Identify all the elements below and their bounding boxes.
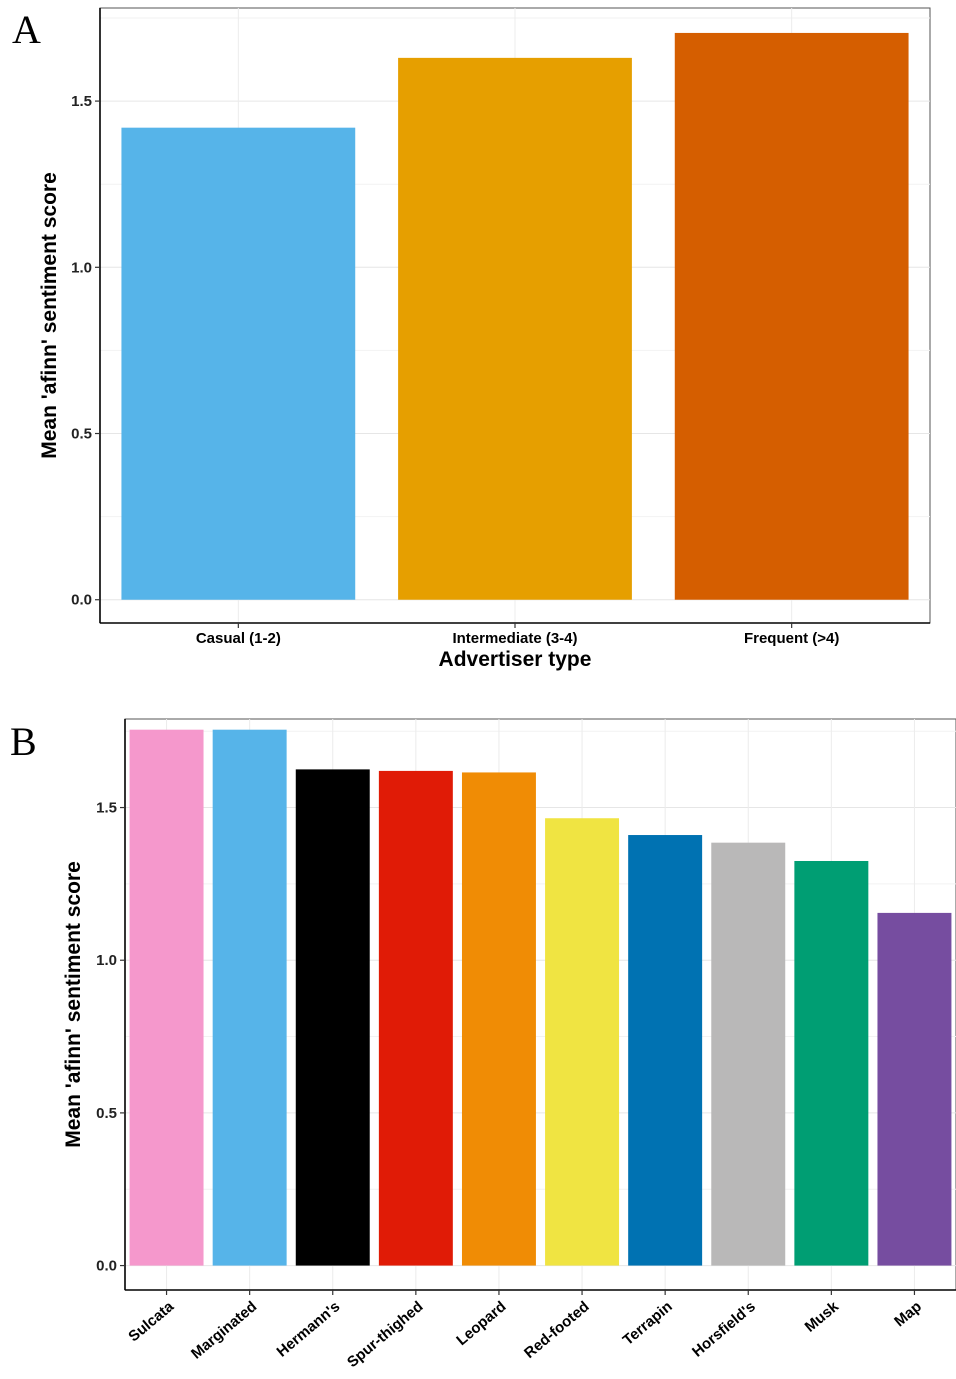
bar-frequent-4 [674, 32, 909, 600]
panel-b-label: B [10, 719, 37, 764]
bar-spur-thighed [378, 770, 453, 1266]
bar-hermann-s [295, 769, 370, 1266]
x-tick-label-terrapin: Terrapin [620, 1298, 676, 1349]
bar-musk [794, 860, 869, 1266]
y-axis-title: Mean 'afinn' sentiment score [38, 172, 61, 459]
bar-terrapin [628, 835, 703, 1266]
bar-horsfield-s [711, 842, 786, 1266]
bar-red-footed [545, 818, 620, 1266]
bar-intermediate-3-4 [398, 57, 632, 600]
x-tick-label-sulcata: Sulcata [125, 1298, 177, 1346]
x-tick-label-frequent-4: Frequent (>4) [744, 630, 839, 647]
y-tick-label: 1.5 [96, 800, 117, 817]
y-axis-title: Mean 'afinn' sentiment score [62, 861, 85, 1148]
x-tick-label-spur-thighed: Spur-thighed [344, 1298, 426, 1371]
panel-a-label: A [12, 7, 41, 52]
bar-sulcata [129, 729, 204, 1266]
y-tick-label: 1.0 [71, 259, 92, 276]
x-tick-label-hermann-s: Hermann's [273, 1298, 343, 1360]
y-tick-label: 0.0 [96, 1258, 117, 1275]
chart-a-advertiser-type: 0.0 0.5 1.0 1.5 Casual (1-2) Intermediate (3-… [38, 7, 931, 671]
x-tick-label-intermediate-3-4: Intermediate (3-4) [452, 630, 577, 647]
x-tick-label-horsfield-s: Horsfield's [689, 1298, 759, 1360]
bar-marginated [212, 729, 287, 1266]
chart-b-species: 0.0 0.5 1.0 1.5 Sulcata Marginated Hermann's Sp… [62, 718, 956, 1371]
x-tick-label-marginated: Marginated [188, 1298, 260, 1362]
x-tick-label-musk: Musk [802, 1298, 843, 1336]
y-tick-label: 1.5 [71, 93, 92, 110]
y-tick-label: 1.0 [96, 952, 117, 969]
x-axis-title: Advertiser type [439, 648, 592, 671]
y-tick-label: 0.5 [96, 1105, 117, 1122]
x-tick-label-casual-1-2: Casual (1-2) [196, 630, 281, 647]
bar-casual-1-2 [121, 127, 356, 600]
x-tick-label-red-footed: Red-footed [521, 1298, 593, 1362]
x-tick-label-map: Map [891, 1298, 925, 1330]
y-tick-label: 0.5 [71, 426, 92, 443]
bar-leopard [461, 772, 536, 1266]
y-tick-label: 0.0 [71, 592, 92, 609]
x-tick-label-leopard: Leopard [453, 1298, 509, 1349]
bar-map [877, 912, 952, 1266]
